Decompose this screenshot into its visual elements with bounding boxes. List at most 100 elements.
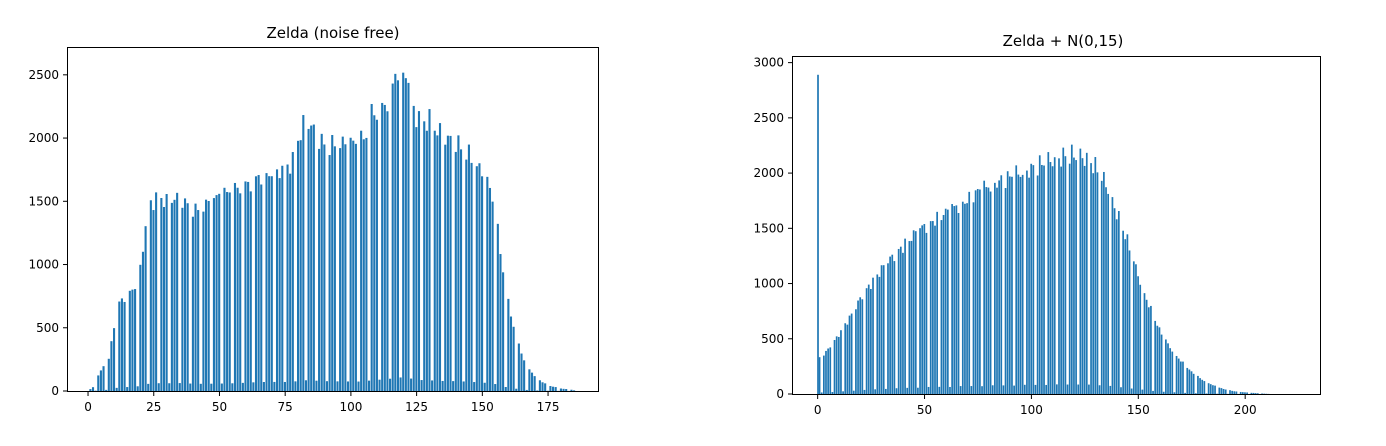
histogram-bar bbox=[202, 211, 205, 391]
histogram-bar bbox=[1209, 384, 1212, 394]
histogram-bar bbox=[1053, 157, 1056, 394]
histogram-bar bbox=[226, 192, 229, 391]
histogram-bar bbox=[452, 381, 455, 391]
histogram-bar bbox=[365, 137, 368, 391]
histogram-bar bbox=[375, 119, 378, 391]
histogram-bar bbox=[328, 155, 331, 391]
histogram-bar bbox=[155, 192, 158, 391]
histogram-bar bbox=[562, 388, 565, 391]
histogram-bar bbox=[1244, 392, 1246, 394]
plot-frame bbox=[792, 56, 1321, 395]
histogram-bar bbox=[431, 380, 434, 391]
histogram-bar bbox=[281, 165, 284, 391]
histogram-bar bbox=[483, 382, 486, 391]
histogram-bar bbox=[360, 130, 363, 391]
histogram-bar bbox=[1130, 388, 1133, 394]
histogram-bar bbox=[891, 254, 894, 394]
y-tick-label: 1000 bbox=[28, 258, 59, 272]
histogram-bar bbox=[1070, 144, 1073, 394]
histogram-bar bbox=[989, 191, 992, 394]
histogram-bar bbox=[223, 187, 226, 391]
histogram-bar bbox=[1004, 188, 1007, 394]
histogram-bar bbox=[228, 192, 231, 391]
histogram-bar bbox=[128, 290, 131, 391]
histogram-bar bbox=[1135, 264, 1137, 394]
histogram-bar bbox=[1229, 390, 1231, 394]
histogram-bar bbox=[1079, 148, 1082, 394]
x-tick-label: 200 bbox=[1234, 403, 1257, 417]
histogram-bar bbox=[136, 386, 139, 391]
histogram-bar bbox=[987, 187, 990, 394]
histogram-bar bbox=[189, 383, 192, 391]
histogram-bar bbox=[921, 225, 924, 394]
histogram-bar bbox=[210, 383, 213, 391]
histogram-bar bbox=[341, 136, 344, 391]
histogram-bar bbox=[102, 366, 105, 391]
histogram-bar bbox=[919, 228, 921, 394]
histogram-bar bbox=[149, 200, 152, 391]
histogram-bar bbox=[423, 121, 426, 391]
histogram-bar bbox=[134, 289, 137, 391]
histogram-bar bbox=[981, 386, 983, 394]
histogram-bar bbox=[126, 387, 129, 391]
histogram-bar bbox=[994, 182, 996, 394]
histogram-bar bbox=[1250, 392, 1253, 394]
histogram-bar bbox=[549, 386, 552, 391]
histogram-bar bbox=[1199, 378, 1201, 394]
histogram-bar bbox=[974, 190, 977, 394]
histogram-spike-bar bbox=[817, 74, 819, 394]
histogram-bar bbox=[1220, 388, 1223, 394]
histogram-bar bbox=[1021, 174, 1024, 394]
histogram-bar bbox=[929, 221, 932, 394]
x-tick-label: 25 bbox=[146, 400, 161, 414]
histogram-bar bbox=[1049, 162, 1052, 394]
y-tick-label: 2000 bbox=[28, 131, 59, 145]
histogram-bar bbox=[220, 383, 223, 391]
histogram-bar bbox=[1224, 389, 1227, 394]
histogram-bar bbox=[983, 180, 986, 394]
histogram-bar bbox=[207, 201, 210, 391]
x-tick-label: 150 bbox=[471, 400, 494, 414]
histogram-bar bbox=[825, 350, 827, 394]
histogram-bar bbox=[1103, 171, 1105, 394]
histogram-bar bbox=[1026, 170, 1028, 394]
histogram-bar bbox=[840, 330, 842, 394]
histogram-bar bbox=[1235, 391, 1238, 394]
histogram-bar bbox=[99, 370, 102, 391]
histogram-bar bbox=[876, 274, 879, 394]
histogram-bar bbox=[1122, 230, 1124, 394]
histogram-bar bbox=[441, 380, 444, 391]
histogram-bar bbox=[1218, 387, 1221, 394]
histogram-bar bbox=[118, 301, 121, 391]
histogram-bar bbox=[1073, 157, 1075, 394]
histogram-bar bbox=[850, 313, 853, 394]
histogram-bar bbox=[1188, 369, 1191, 394]
histogram-noise-free: Zelda (noise free) 0 25 50 75 100 125 150 175 0 5… bbox=[28, 24, 599, 414]
histogram-bar bbox=[906, 387, 909, 394]
histogram-bar bbox=[917, 387, 919, 394]
histogram-bar bbox=[446, 135, 449, 391]
y-tick-label: 2000 bbox=[753, 166, 784, 180]
histogram-bar bbox=[953, 206, 956, 394]
histogram-bar bbox=[515, 388, 518, 391]
histogram-bar bbox=[1075, 160, 1077, 394]
histogram-bar bbox=[573, 390, 576, 391]
histogram-bar bbox=[331, 135, 334, 391]
histogram-bar bbox=[1141, 389, 1144, 394]
histogram-bar bbox=[1212, 385, 1214, 394]
histogram-bar bbox=[552, 386, 555, 391]
histogram-bar bbox=[949, 386, 951, 394]
histogram-bar bbox=[370, 104, 373, 391]
histogram-bar bbox=[1194, 393, 1197, 394]
histogram-bar bbox=[212, 198, 215, 391]
histogram-bar bbox=[872, 277, 874, 394]
histogram-bar bbox=[297, 140, 300, 391]
histogram-bar bbox=[286, 164, 289, 391]
histogram-bar bbox=[254, 176, 258, 391]
histogram-bar bbox=[231, 383, 234, 391]
y-tick-label: 1000 bbox=[753, 277, 784, 291]
histogram-bar bbox=[827, 348, 829, 394]
histogram-bar bbox=[1064, 156, 1067, 394]
histogram-bar bbox=[902, 252, 904, 394]
